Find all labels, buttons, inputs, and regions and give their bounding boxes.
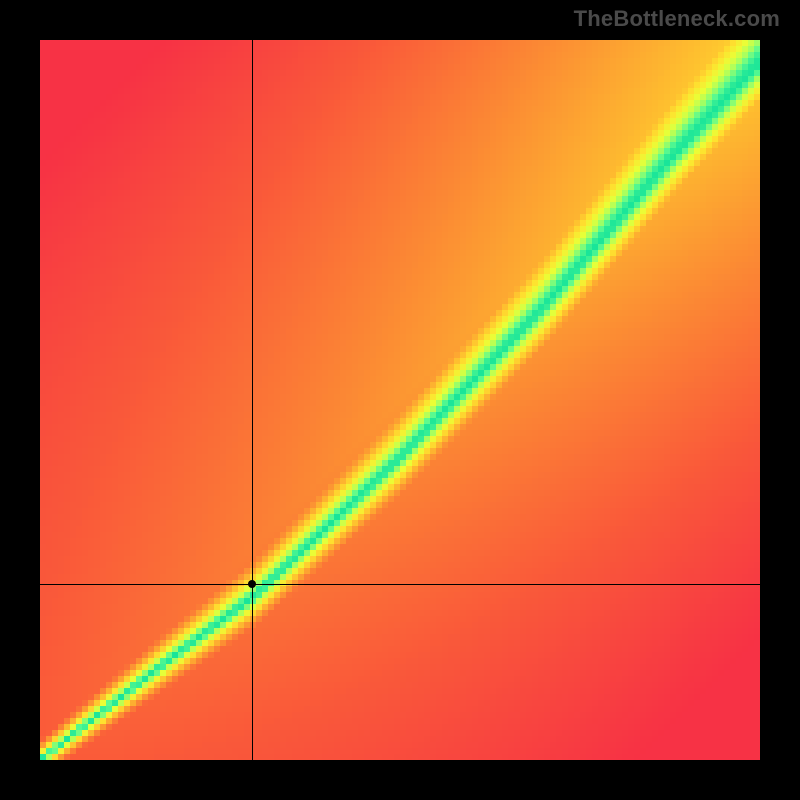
watermark-text: TheBottleneck.com — [574, 6, 780, 32]
crosshair-marker — [248, 580, 256, 588]
crosshair-horizontal — [40, 584, 760, 585]
heatmap-plot — [40, 40, 760, 760]
heatmap-canvas — [40, 40, 760, 760]
crosshair-vertical — [252, 40, 253, 760]
